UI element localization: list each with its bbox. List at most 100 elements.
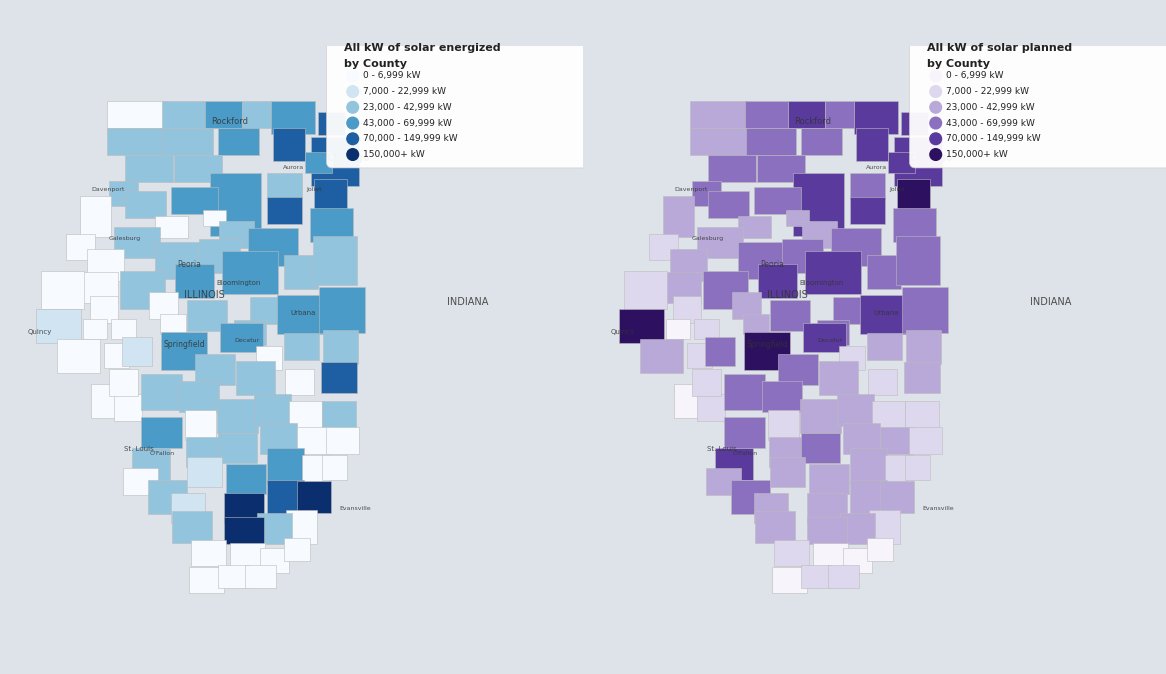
Bar <box>250 297 283 324</box>
Bar <box>779 354 819 385</box>
Bar <box>744 332 789 370</box>
Bar <box>868 334 902 361</box>
Bar <box>693 181 722 206</box>
Circle shape <box>347 117 358 129</box>
FancyBboxPatch shape <box>326 28 595 168</box>
Bar <box>801 565 833 588</box>
Text: Urbana: Urbana <box>873 309 898 315</box>
Text: St. Louis: St. Louis <box>707 446 737 452</box>
Text: 70,000 - 149,999 kW: 70,000 - 149,999 kW <box>946 134 1040 144</box>
Bar <box>218 565 250 588</box>
Circle shape <box>347 70 358 82</box>
Bar <box>801 433 841 462</box>
Text: INDIANA: INDIANA <box>1031 297 1072 307</box>
Bar <box>838 346 865 370</box>
Bar <box>107 128 167 155</box>
Bar <box>322 401 356 431</box>
Bar <box>793 173 844 236</box>
Bar <box>743 315 770 334</box>
Bar <box>133 448 169 480</box>
Bar <box>90 297 119 324</box>
Bar <box>141 374 182 410</box>
Bar <box>189 568 224 592</box>
Bar <box>210 173 261 236</box>
Bar <box>856 128 887 160</box>
Bar <box>112 319 136 339</box>
Text: 23,000 - 42,999 kW: 23,000 - 42,999 kW <box>946 103 1034 112</box>
Bar <box>217 399 258 433</box>
Bar <box>905 401 939 431</box>
Bar <box>724 374 765 410</box>
Bar <box>319 286 365 334</box>
Bar <box>273 128 304 160</box>
Bar <box>731 480 770 514</box>
Text: 7,000 - 22,999 kW: 7,000 - 22,999 kW <box>363 87 445 96</box>
Bar <box>310 208 353 243</box>
Bar <box>286 510 317 544</box>
Text: Quincy: Quincy <box>28 330 52 336</box>
Bar <box>218 433 258 462</box>
Bar <box>666 319 690 339</box>
Bar <box>805 251 861 294</box>
Bar <box>107 101 167 128</box>
Bar <box>850 480 887 514</box>
Text: Aurora: Aurora <box>866 165 887 171</box>
Bar <box>902 286 948 334</box>
Text: Galesburg: Galesburg <box>108 237 141 241</box>
Bar <box>312 236 357 285</box>
Bar <box>893 208 936 243</box>
Bar <box>80 196 112 237</box>
Bar <box>880 481 914 513</box>
Bar <box>267 197 302 224</box>
Bar <box>850 173 885 200</box>
Text: Decatur: Decatur <box>234 338 260 343</box>
Bar <box>113 394 142 421</box>
Text: All kW of solar planned: All kW of solar planned <box>927 42 1072 53</box>
Bar <box>204 101 243 128</box>
Bar <box>171 187 218 214</box>
Bar <box>42 271 84 309</box>
Bar <box>260 423 297 454</box>
Bar <box>65 235 94 259</box>
Bar <box>80 272 118 303</box>
Bar <box>738 216 771 239</box>
Bar <box>758 264 798 299</box>
Bar <box>869 510 900 544</box>
Bar <box>125 191 166 218</box>
Bar <box>267 480 304 514</box>
Bar <box>648 235 677 259</box>
Bar <box>763 381 801 412</box>
Text: Peoria: Peoria <box>760 259 784 268</box>
Bar <box>771 300 810 331</box>
Bar <box>302 455 329 482</box>
Bar <box>687 343 711 369</box>
Bar <box>122 468 157 495</box>
Bar <box>909 427 942 454</box>
Bar <box>841 513 874 545</box>
Bar <box>230 543 265 568</box>
Bar <box>220 324 264 353</box>
Bar <box>901 113 928 135</box>
Bar <box>126 155 174 182</box>
Text: Rockford: Rockford <box>211 117 248 126</box>
Bar <box>255 346 282 370</box>
Text: Bloomington: Bloomington <box>799 280 843 286</box>
Bar <box>104 343 128 369</box>
Bar <box>185 410 216 440</box>
Circle shape <box>347 133 358 145</box>
Text: 23,000 - 42,999 kW: 23,000 - 42,999 kW <box>363 103 451 112</box>
Bar <box>318 113 345 135</box>
Bar <box>772 568 807 592</box>
Bar <box>113 226 161 258</box>
Text: INDIANA: INDIANA <box>448 297 489 307</box>
Bar <box>670 249 708 280</box>
Bar <box>904 362 940 393</box>
FancyBboxPatch shape <box>909 28 1166 168</box>
Bar <box>149 292 177 319</box>
Bar <box>326 427 359 454</box>
Text: 70,000 - 149,999 kW: 70,000 - 149,999 kW <box>363 134 457 144</box>
Bar <box>267 448 304 484</box>
Bar <box>709 155 757 182</box>
Bar <box>87 249 125 280</box>
Bar <box>803 324 847 353</box>
